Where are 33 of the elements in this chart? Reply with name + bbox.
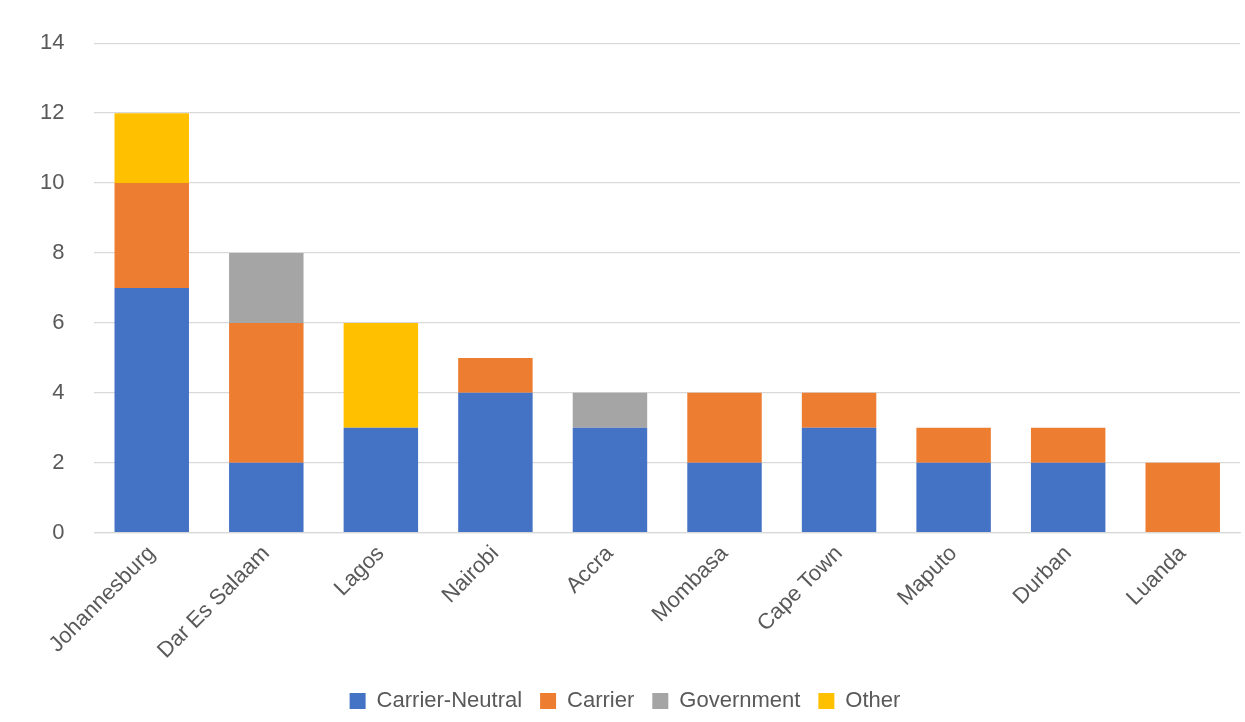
bar xyxy=(458,357,533,393)
bar xyxy=(114,113,189,184)
bar xyxy=(572,427,648,533)
legend-label: Carrier-Neutral xyxy=(376,687,523,713)
bar xyxy=(916,462,991,533)
bar xyxy=(1030,462,1106,533)
bar xyxy=(1030,427,1106,463)
y-tick-label: 2 xyxy=(52,448,65,474)
legend-label: Carrier xyxy=(567,687,635,713)
bar xyxy=(458,392,533,533)
y-tick-label: 14 xyxy=(39,29,65,55)
bar xyxy=(343,427,419,533)
bar xyxy=(229,322,304,463)
bar xyxy=(343,322,419,428)
legend-label: Other xyxy=(845,687,901,713)
bar xyxy=(687,462,762,533)
bar xyxy=(572,392,648,428)
bar xyxy=(687,392,762,463)
y-tick-label: 4 xyxy=(52,378,65,404)
bar xyxy=(801,392,877,428)
y-tick-label: 8 xyxy=(52,239,65,265)
bar xyxy=(229,462,304,533)
y-tick-label: 6 xyxy=(52,308,65,334)
y-tick-label: 10 xyxy=(39,169,65,195)
legend-label: Government xyxy=(679,687,801,713)
y-tick-label: 0 xyxy=(52,518,65,544)
bar xyxy=(114,287,189,533)
bar xyxy=(229,253,304,323)
bar xyxy=(1145,462,1220,533)
bar xyxy=(114,183,189,288)
bar xyxy=(916,427,991,463)
bar xyxy=(801,427,877,533)
y-tick-label: 12 xyxy=(39,99,65,125)
